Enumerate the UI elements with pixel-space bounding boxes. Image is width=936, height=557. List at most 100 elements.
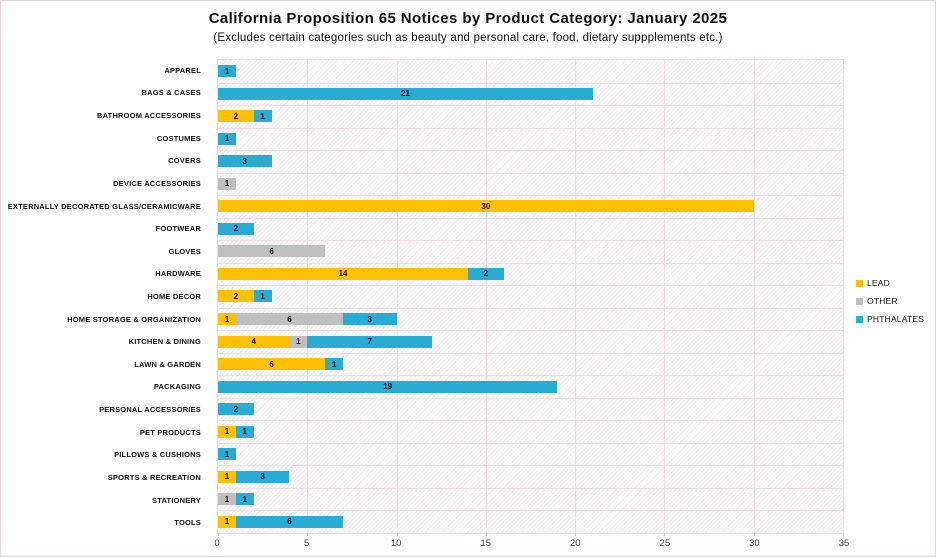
bar-segment-phthalates: 3 xyxy=(235,470,290,483)
bar-row: 1 xyxy=(218,60,843,83)
bar-segment-other: 6 xyxy=(235,313,343,325)
vertical-gridline xyxy=(575,60,577,533)
bar-row: 6 xyxy=(218,240,843,263)
category-label: BAGS & CASES xyxy=(141,88,201,98)
bar-segment-phthalates: 3 xyxy=(342,313,397,325)
x-axis-tick xyxy=(575,533,577,536)
horizontal-gridline xyxy=(218,442,843,444)
bar-segment-phthalates: 7 xyxy=(307,335,433,348)
x-axis-tick xyxy=(664,533,666,536)
horizontal-gridline xyxy=(218,150,843,152)
bar-segment-lead: 14 xyxy=(218,267,468,280)
bar-segment-phthalates: 19 xyxy=(218,380,558,393)
chart-title: California Proposition 65 Notices by Pro… xyxy=(208,10,728,27)
category-label: HOME DÉCOR xyxy=(147,291,201,301)
horizontal-gridline xyxy=(218,330,843,332)
bar-row: 30 xyxy=(218,195,843,218)
horizontal-gridline xyxy=(218,240,843,242)
bar-segment-lead: 4 xyxy=(218,335,290,348)
horizontal-gridline xyxy=(218,195,843,197)
bar-segment-lead: 1 xyxy=(218,425,236,438)
bar-segment-phthalates: 1 xyxy=(218,65,236,78)
vertical-gridline xyxy=(396,60,398,533)
horizontal-gridline xyxy=(218,465,843,467)
category-label: FOOTWEAR xyxy=(155,224,201,234)
x-axis-tick xyxy=(843,533,844,536)
bar-segment-phthalates: 6 xyxy=(235,515,343,528)
legend: LEAD OTHER PHTHALATES xyxy=(856,278,924,324)
x-tick-label: 35 xyxy=(838,538,850,549)
x-axis-tick xyxy=(307,533,309,536)
vertical-gridline xyxy=(307,60,309,533)
category-label: PACKAGING xyxy=(153,382,201,392)
legend-label: PHTHALATES xyxy=(867,314,925,324)
bar-segment-phthalates: 1 xyxy=(218,448,236,461)
category-label: PET PRODUCTS xyxy=(139,427,201,437)
category-label: COSTUMES xyxy=(156,133,201,143)
bar-segment-lead: 1 xyxy=(218,313,236,325)
bar-row: 1 xyxy=(218,128,843,151)
bar-segment-lead: 30 xyxy=(218,200,754,213)
legend-swatch-icon xyxy=(856,297,863,305)
bar-row: 3 xyxy=(218,150,843,173)
horizontal-gridline xyxy=(218,307,843,309)
x-axis-tick xyxy=(485,533,487,536)
category-label: LAWN & GARDEN xyxy=(134,359,201,369)
x-tick-label: 10 xyxy=(390,538,402,549)
plot-area: 1 21 2 1 1 3 1 30 2 6 14 2 2 1 1 6 3 4 1 7 6 1 19 2 1 1 1 1 3 1 1 1 6 xyxy=(217,59,844,536)
chart-subtitle: (Excludes certain categories such as bea… xyxy=(213,32,723,44)
bar-segment-phthalates: 1 xyxy=(253,110,272,123)
bar-segment-lead: 6 xyxy=(218,358,326,371)
horizontal-gridline xyxy=(218,420,843,422)
horizontal-gridline xyxy=(218,352,843,354)
category-label: SPORTS & RECREATION xyxy=(107,472,201,482)
vertical-gridline xyxy=(485,60,487,533)
vertical-gridline xyxy=(753,60,755,533)
horizontal-gridline xyxy=(218,217,843,219)
bar-row: 1 xyxy=(218,443,843,466)
bar-segment-lead: 2 xyxy=(218,110,254,123)
bar-segment-phthalates: 1 xyxy=(218,132,236,145)
category-label: KITCHEN & DINING xyxy=(128,337,201,347)
bar-segment-phthalates: 21 xyxy=(218,87,593,100)
bar-segment-phthalates: 2 xyxy=(218,222,254,235)
bar-segment-phthalates: 2 xyxy=(218,403,254,416)
bar-segment-lead: 2 xyxy=(218,290,254,303)
bar-segment-other: 1 xyxy=(218,493,236,506)
bar-row: 21 xyxy=(218,83,843,106)
bar-segment-other: 1 xyxy=(218,177,236,190)
x-tick-label: 15 xyxy=(480,538,491,549)
horizontal-gridline xyxy=(218,82,843,84)
x-axis-tick xyxy=(218,533,219,536)
x-tick-label: 0 xyxy=(214,538,220,549)
category-labels: APPAREL BAGS & CASES BATHROOM ACCESSORIES C… xyxy=(1,59,209,534)
bar-segment-phthalates: 1 xyxy=(235,493,254,506)
vertical-gridline xyxy=(664,60,666,533)
x-axis: 0 5 10 15 20 25 30 35 xyxy=(214,538,849,552)
legend-item-other: OTHER xyxy=(856,296,924,306)
horizontal-gridline xyxy=(218,172,843,174)
x-tick-label: 25 xyxy=(659,538,671,549)
bar-segment-phthalates: 3 xyxy=(218,155,272,168)
legend-label: LEAD xyxy=(867,278,891,288)
category-label: HARDWARE xyxy=(155,269,201,279)
legend-label: OTHER xyxy=(867,296,898,306)
category-label: APPAREL xyxy=(164,65,201,75)
bar-segment-phthalates: 1 xyxy=(253,290,272,303)
bar-row: 2 xyxy=(218,398,843,421)
legend-item-phthalates: PHTHALATES xyxy=(856,314,924,324)
legend-swatch-icon xyxy=(856,279,863,287)
bar-segment-lead: 1 xyxy=(218,515,236,528)
horizontal-gridline xyxy=(218,285,843,287)
category-label: DEVICE ACCESSORIES xyxy=(113,178,201,188)
legend-swatch-icon xyxy=(856,315,863,323)
bar-row: 19 xyxy=(218,375,843,398)
bar-segment-phthalates: 2 xyxy=(468,267,504,280)
